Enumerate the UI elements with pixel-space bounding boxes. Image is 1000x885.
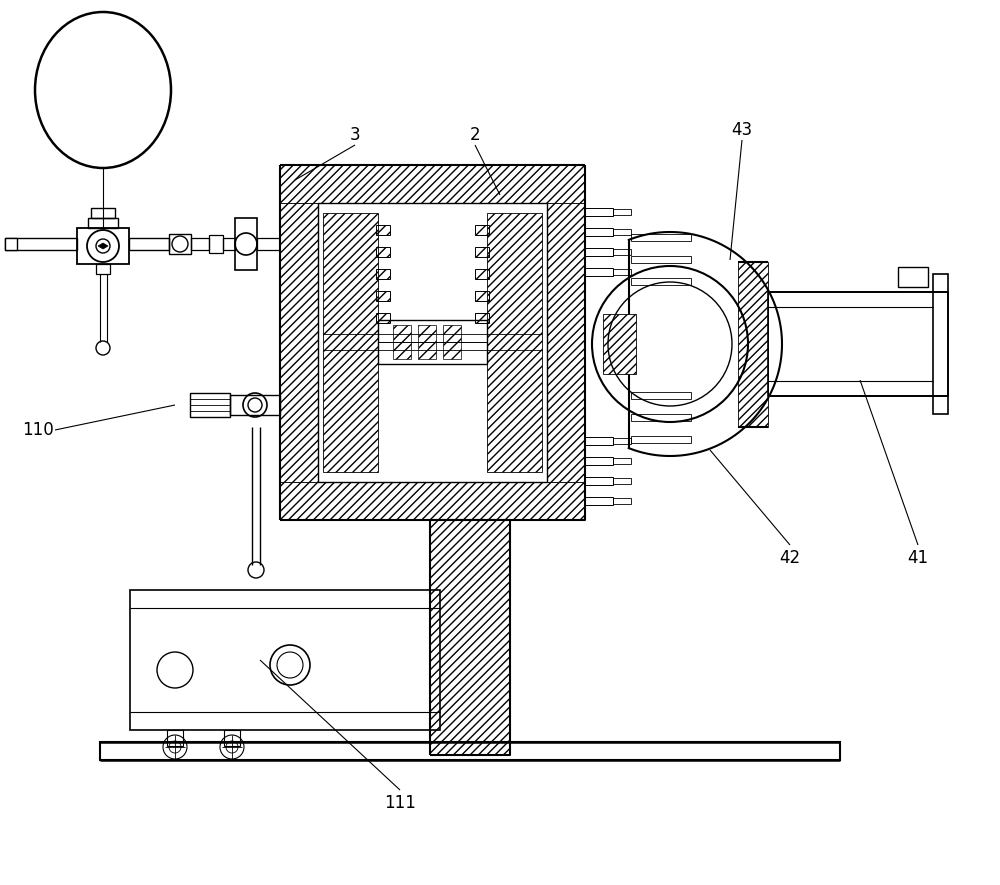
Bar [613, 438, 631, 444]
Bar [209, 235, 223, 253]
Bar [376, 225, 390, 235]
Bar [88, 218, 118, 228]
Text: 2: 2 [470, 126, 480, 144]
Bar [585, 477, 613, 485]
Bar [443, 325, 461, 359]
Bar [613, 229, 631, 235]
Bar [631, 392, 691, 399]
Bar [376, 247, 390, 257]
Bar [100, 742, 840, 760]
Bar [230, 395, 280, 415]
Bar [280, 165, 585, 203]
Bar [898, 267, 928, 287]
Bar [487, 213, 542, 472]
Bar [91, 208, 115, 218]
Bar [631, 256, 691, 263]
Text: 43: 43 [731, 121, 753, 139]
Text: 41: 41 [907, 549, 929, 567]
Text: 3: 3 [350, 126, 360, 144]
Bar [393, 325, 411, 359]
Bar [378, 320, 487, 364]
Bar [129, 238, 169, 250]
Bar [169, 234, 191, 254]
Bar [475, 291, 489, 301]
Bar [257, 238, 282, 250]
Bar [130, 590, 440, 730]
Bar [585, 457, 613, 465]
Text: 110: 110 [22, 421, 54, 439]
Bar [280, 203, 318, 482]
Bar [613, 269, 631, 275]
Bar [235, 218, 257, 270]
Bar [585, 437, 613, 445]
Bar [475, 269, 489, 279]
Bar [190, 393, 230, 417]
Bar [376, 313, 390, 323]
Bar [738, 262, 768, 427]
Bar [613, 458, 631, 464]
Bar [933, 274, 948, 414]
Bar [585, 208, 613, 216]
Bar [585, 228, 613, 236]
Bar [631, 278, 691, 285]
Bar [613, 478, 631, 484]
Bar [631, 436, 691, 443]
Bar [585, 248, 613, 256]
Bar [613, 498, 631, 504]
Bar [475, 225, 489, 235]
Bar [5, 238, 17, 250]
Bar [96, 264, 110, 274]
Bar [323, 213, 378, 472]
Bar [631, 234, 691, 241]
Bar [585, 497, 613, 505]
Bar [376, 269, 390, 279]
Bar [430, 520, 510, 755]
Bar [418, 325, 436, 359]
Bar [768, 292, 948, 396]
Bar [631, 414, 691, 421]
Bar [585, 268, 613, 276]
Bar [223, 238, 235, 250]
Bar [547, 203, 585, 482]
Bar [603, 314, 636, 374]
Bar [613, 209, 631, 215]
Bar [475, 313, 489, 323]
Bar [475, 247, 489, 257]
Bar [224, 730, 240, 746]
Text: 111: 111 [384, 794, 416, 812]
Bar [280, 482, 585, 520]
Bar [376, 291, 390, 301]
Bar [191, 238, 209, 250]
Bar [167, 730, 183, 746]
Text: 42: 42 [779, 549, 801, 567]
Bar [77, 228, 129, 264]
Polygon shape [98, 243, 108, 249]
Bar [5, 238, 77, 250]
Bar [613, 249, 631, 255]
